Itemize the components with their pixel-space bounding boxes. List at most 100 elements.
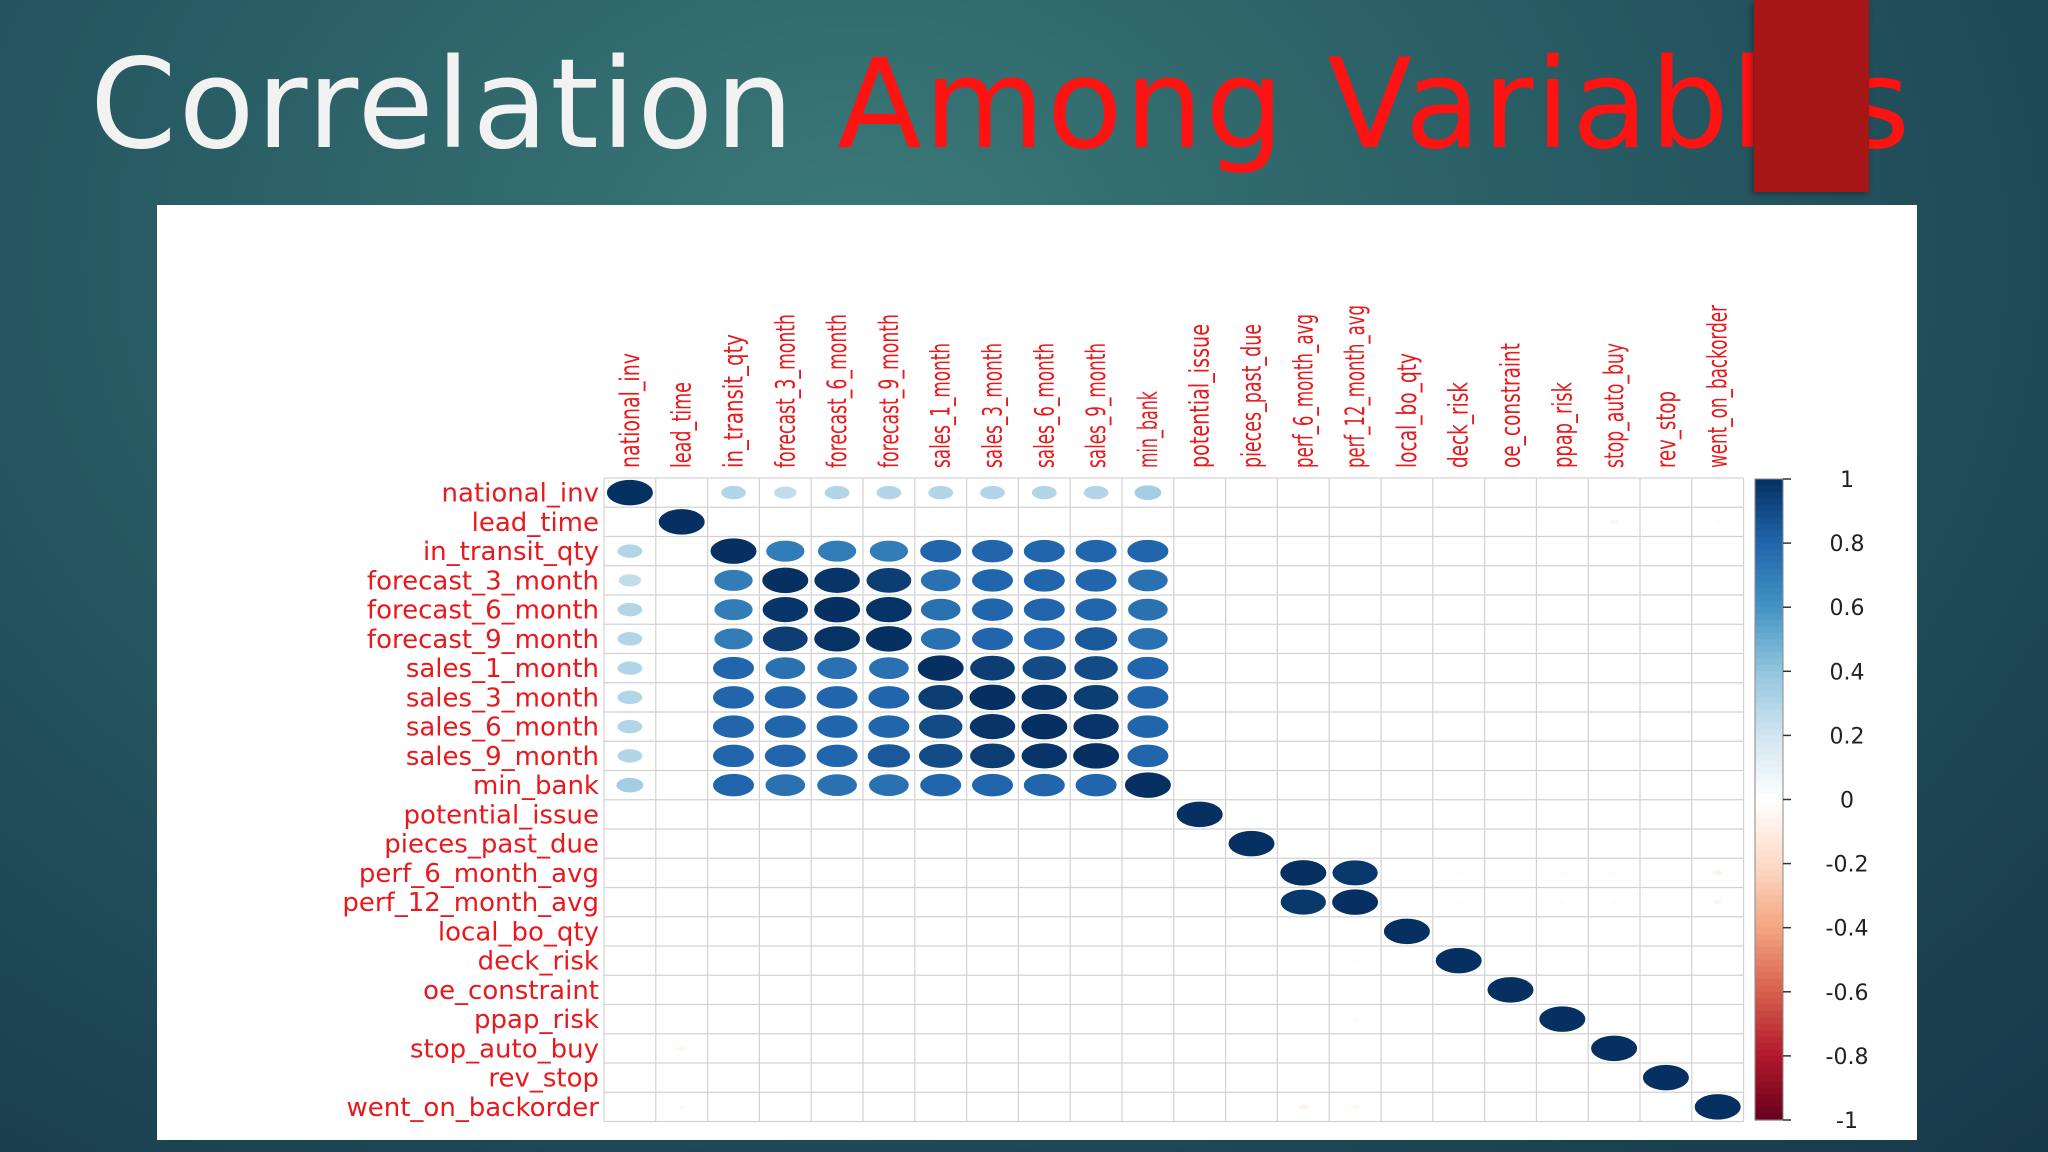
corr-circle-stop_auto_buy-perf_6_month_avg [1299, 1046, 1308, 1051]
corr-circle-min_bank-forecast_6_month [816, 773, 858, 798]
corr-circle-national_inv-forecast_3_month [773, 485, 798, 500]
corr-circle-in_transit_qty-sales_3_month [970, 538, 1015, 564]
col-label-oe_constraint: oe_constraint [1496, 343, 1527, 468]
colorbar-segment [1755, 946, 1783, 954]
corr-circle-sales_6_month-in_transit_qty [711, 714, 756, 739]
colorbar-segment [1755, 684, 1783, 692]
corr-circle-forecast_9_month-forecast_9_month [864, 625, 913, 653]
corr-circle-deck_risk-perf_12_month_avg [1351, 958, 1359, 963]
corr-circle-sales_9_month-forecast_9_month [866, 743, 912, 769]
col-label-pieces_past_due: pieces_past_due [1237, 324, 1268, 468]
colorbar-segment [1755, 793, 1783, 801]
col-label-stop_auto_buy: stop_auto_buy [1599, 343, 1630, 468]
corr-circle-in_transit_qty-forecast_3_month [765, 539, 806, 563]
col-label-lead_time: lead_time [667, 382, 698, 468]
corr-circle-perf_12_month_avg-perf_6_month_avg [1279, 888, 1327, 916]
corr-circle-forecast_3_month-in_transit_qty [713, 568, 754, 592]
corr-circle-perf_6_month_avg-perf_12_month_avg [1331, 859, 1379, 887]
colorbar-segment [1755, 498, 1783, 506]
colorbar-segment [1755, 914, 1783, 922]
colorbar-segment [1755, 812, 1783, 820]
row-label-sales_1_month: sales_1_month [406, 654, 599, 684]
corr-circle-perf_6_month_avg-deck_risk [1454, 870, 1463, 876]
col-label-in_transit_qty: in_transit_qty [719, 334, 750, 468]
corr-circle-sales_6_month-forecast_9_month [867, 714, 911, 739]
corr-circle-forecast_9_month-forecast_3_month [761, 625, 809, 653]
col-label-forecast_9_month: forecast_9_month [874, 314, 905, 468]
colorbar: 1 0.8 0.6 0.4 0.2 0 -0.2 -0.4 -0.6 -0.8 -1 [1754, 468, 1869, 1134]
corr-circle-national_inv-in_transit_qty [720, 484, 747, 501]
corr-circle-sales_9_month-national_inv [616, 748, 644, 764]
corr-circle-sales_1_month-national_inv [616, 660, 644, 676]
colorbar-segment [1755, 1036, 1783, 1044]
col-label-forecast_3_month: forecast_3_month [770, 314, 801, 468]
colorbar-segment [1755, 543, 1783, 551]
colorbar-segment [1755, 857, 1783, 865]
colorbar-segment [1755, 844, 1783, 852]
corr-circle-sales_3_month-sales_1_month [917, 684, 965, 711]
corr-circle-forecast_9_month-forecast_6_month [813, 625, 861, 653]
colorbar-segment [1755, 966, 1783, 974]
colorbar-segment [1755, 523, 1783, 531]
corr-circle-sales_6_month-forecast_6_month [815, 714, 859, 739]
corr-circle-sales_1_month-in_transit_qty [711, 655, 756, 681]
colorbar-segment [1755, 837, 1783, 845]
colorbar-segment [1755, 985, 1783, 993]
colorbar-segment [1755, 882, 1783, 890]
corr-circle-sales_6_month-min_bank [1126, 714, 1170, 739]
colorbar-segment [1755, 825, 1783, 833]
colorbar-segment [1755, 575, 1783, 583]
row-labels: national_invlead_timein_transit_qtyforec… [342, 479, 599, 1123]
grid-layer [603, 477, 1745, 1123]
colorbar-segment [1755, 517, 1783, 525]
colorbar-segment [1755, 696, 1783, 704]
colorbar-segment [1755, 741, 1783, 749]
corr-circle-forecast_3_month-sales_1_month [919, 568, 962, 593]
colorbar-segment [1755, 863, 1783, 871]
corr-circle-deck_risk-perf_6_month_avg [1299, 958, 1308, 963]
row-label-went_on_backorder: went_on_backorder [346, 1093, 599, 1123]
corr-circle-stop_auto_buy-stop_auto_buy [1590, 1034, 1639, 1063]
col-label-national_inv: national_inv [615, 353, 646, 468]
corr-circle-in_transit_qty-in_transit_qty [709, 537, 758, 565]
row-label-forecast_3_month: forecast_3_month [367, 566, 599, 596]
colorbar-segment [1755, 1075, 1783, 1083]
colorbar-tick-label: -0.8 [1826, 1045, 1869, 1070]
colorbar-segment [1755, 620, 1783, 628]
col-label-deck_risk: deck_risk [1444, 382, 1475, 468]
corr-circle-in_transit_qty-forecast_6_month [816, 539, 858, 563]
corr-circle-sales_9_month-sales_3_month [969, 742, 1016, 770]
colorbar-segment [1755, 632, 1783, 640]
corr-circle-national_inv-sales_6_month [1030, 484, 1058, 501]
corr-circle-sales_9_month-sales_1_month [917, 742, 964, 769]
corr-circle-perf_12_month_avg-went_on_backorder [1711, 898, 1724, 906]
corr-circle-sales_3_month-sales_6_month [1020, 683, 1069, 711]
colorbar-segment [1755, 972, 1783, 980]
colorbar-segment [1755, 959, 1783, 967]
corr-circle-national_inv-forecast_6_month [823, 484, 851, 501]
row-label-national_inv: national_inv [442, 479, 599, 509]
colorbar-tick-label: 0.8 [1830, 532, 1865, 557]
colorbar-segment [1755, 1081, 1783, 1089]
col-label-forecast_6_month: forecast_6_month [822, 314, 853, 468]
row-label-min_bank: min_bank [473, 771, 599, 801]
corr-circle-min_bank-min_bank [1123, 771, 1172, 799]
colorbar-segment [1755, 716, 1783, 724]
colorbar-segment [1755, 581, 1783, 589]
corr-circle-sales_3_month-forecast_3_month [763, 685, 807, 710]
colorbar-segment [1755, 645, 1783, 653]
colorbar-segment [1755, 735, 1783, 743]
corr-circle-min_bank-forecast_3_month [764, 773, 807, 798]
colorbar-tick-label: -1 [1836, 1109, 1858, 1134]
corr-circle-sales_6_month-sales_3_month [968, 713, 1017, 741]
colorbar-segment [1755, 607, 1783, 615]
colorbar-segment [1755, 652, 1783, 660]
corr-circle-in_transit_qty-sales_9_month [1074, 538, 1118, 564]
colorbar-segment [1755, 1094, 1783, 1102]
column-labels: national_inv lead_time in_transit_qty forec… [615, 304, 1734, 468]
colorbar-segment [1755, 940, 1783, 948]
colorbar-segment [1755, 767, 1783, 775]
corr-circle-forecast_9_month-national_inv [616, 631, 644, 647]
colorbar-segment [1755, 677, 1783, 685]
colorbar-tick-label: -0.2 [1826, 853, 1869, 878]
